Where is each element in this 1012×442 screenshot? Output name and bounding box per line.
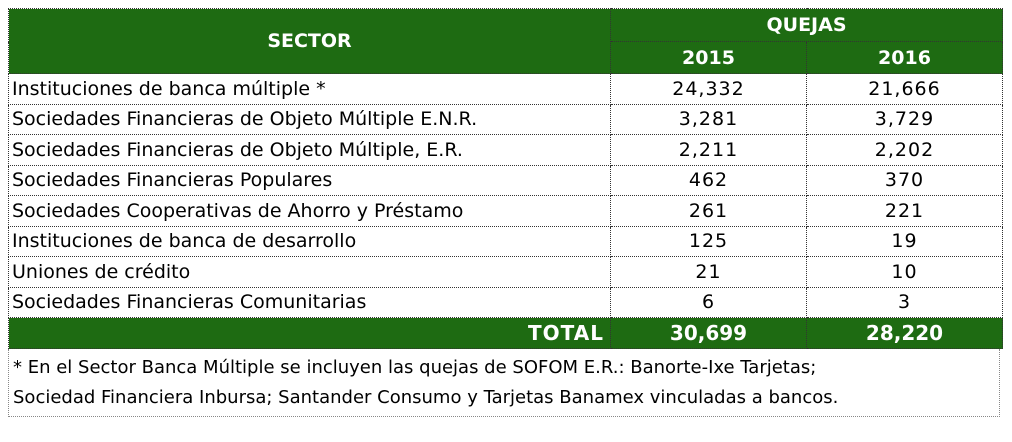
sector-name: Sociedades Cooperativas de Ahorro y Prés… [8, 195, 611, 227]
header-year-2015: 2015 [610, 41, 807, 74]
sector-name: Sociedades Financieras de Objeto Múltipl… [8, 103, 611, 135]
table-row: Sociedades Financieras Comunitarias 6 3 [8, 286, 1003, 318]
table-row: Instituciones de banca múltiple * 24,332… [8, 73, 1003, 105]
footnote-line-1: * En el Sector Banca Múltiple se incluye… [13, 357, 817, 378]
value-2015: 261 [610, 195, 807, 227]
value-2015: 6 [610, 286, 807, 318]
complaints-table: SECTOR QUEJAS 2015 2016 Instituciones de… [8, 8, 1003, 349]
value-2016: 19 [806, 225, 1003, 257]
table-row: Sociedades Financieras de Objeto Múltipl… [8, 103, 1003, 135]
value-2016: 10 [806, 256, 1003, 288]
value-2016: 370 [806, 164, 1003, 196]
value-2015: 21 [610, 256, 807, 288]
sector-name: Uniones de crédito [8, 256, 611, 288]
total-row: TOTAL 30,699 28,220 [8, 317, 1003, 349]
total-label: TOTAL [8, 317, 611, 349]
sector-name: Instituciones de banca de desarrollo [8, 225, 611, 257]
value-2015: 3,281 [610, 103, 807, 135]
value-2016: 3,729 [806, 103, 1003, 135]
footnote-line-2: Sociedad Financiera Inbursa; Santander C… [13, 387, 839, 408]
sector-name: Sociedades Financieras de Objeto Múltipl… [8, 134, 611, 166]
value-2015: 125 [610, 225, 807, 257]
sector-name: Sociedades Financieras Comunitarias [8, 286, 611, 318]
value-2016: 3 [806, 286, 1003, 318]
complaints-table-container: SECTOR QUEJAS 2015 2016 Instituciones de… [8, 8, 1003, 417]
footnote: * En el Sector Banca Múltiple se incluye… [8, 349, 1000, 417]
value-2016: 2,202 [806, 134, 1003, 166]
sector-name: Instituciones de banca múltiple * [8, 73, 611, 105]
sector-name: Sociedades Financieras Populares [8, 164, 611, 196]
table-row: Instituciones de banca de desarrollo 125… [8, 225, 1003, 257]
total-2015: 30,699 [610, 317, 807, 349]
table-row: Sociedades Financieras de Objeto Múltipl… [8, 134, 1003, 166]
total-2016: 28,220 [806, 317, 1003, 349]
value-2015: 24,332 [610, 73, 807, 105]
header-year-2016: 2016 [806, 41, 1003, 74]
table-row: Sociedades Cooperativas de Ahorro y Prés… [8, 195, 1003, 227]
value-2016: 221 [806, 195, 1003, 227]
header-quejas: QUEJAS [610, 8, 1003, 42]
value-2016: 21,666 [806, 73, 1003, 105]
value-2015: 462 [610, 164, 807, 196]
table-row: Uniones de crédito 21 10 [8, 256, 1003, 288]
header-sector: SECTOR [8, 8, 611, 74]
table-row: Sociedades Financieras Populares 462 370 [8, 164, 1003, 196]
value-2015: 2,211 [610, 134, 807, 166]
